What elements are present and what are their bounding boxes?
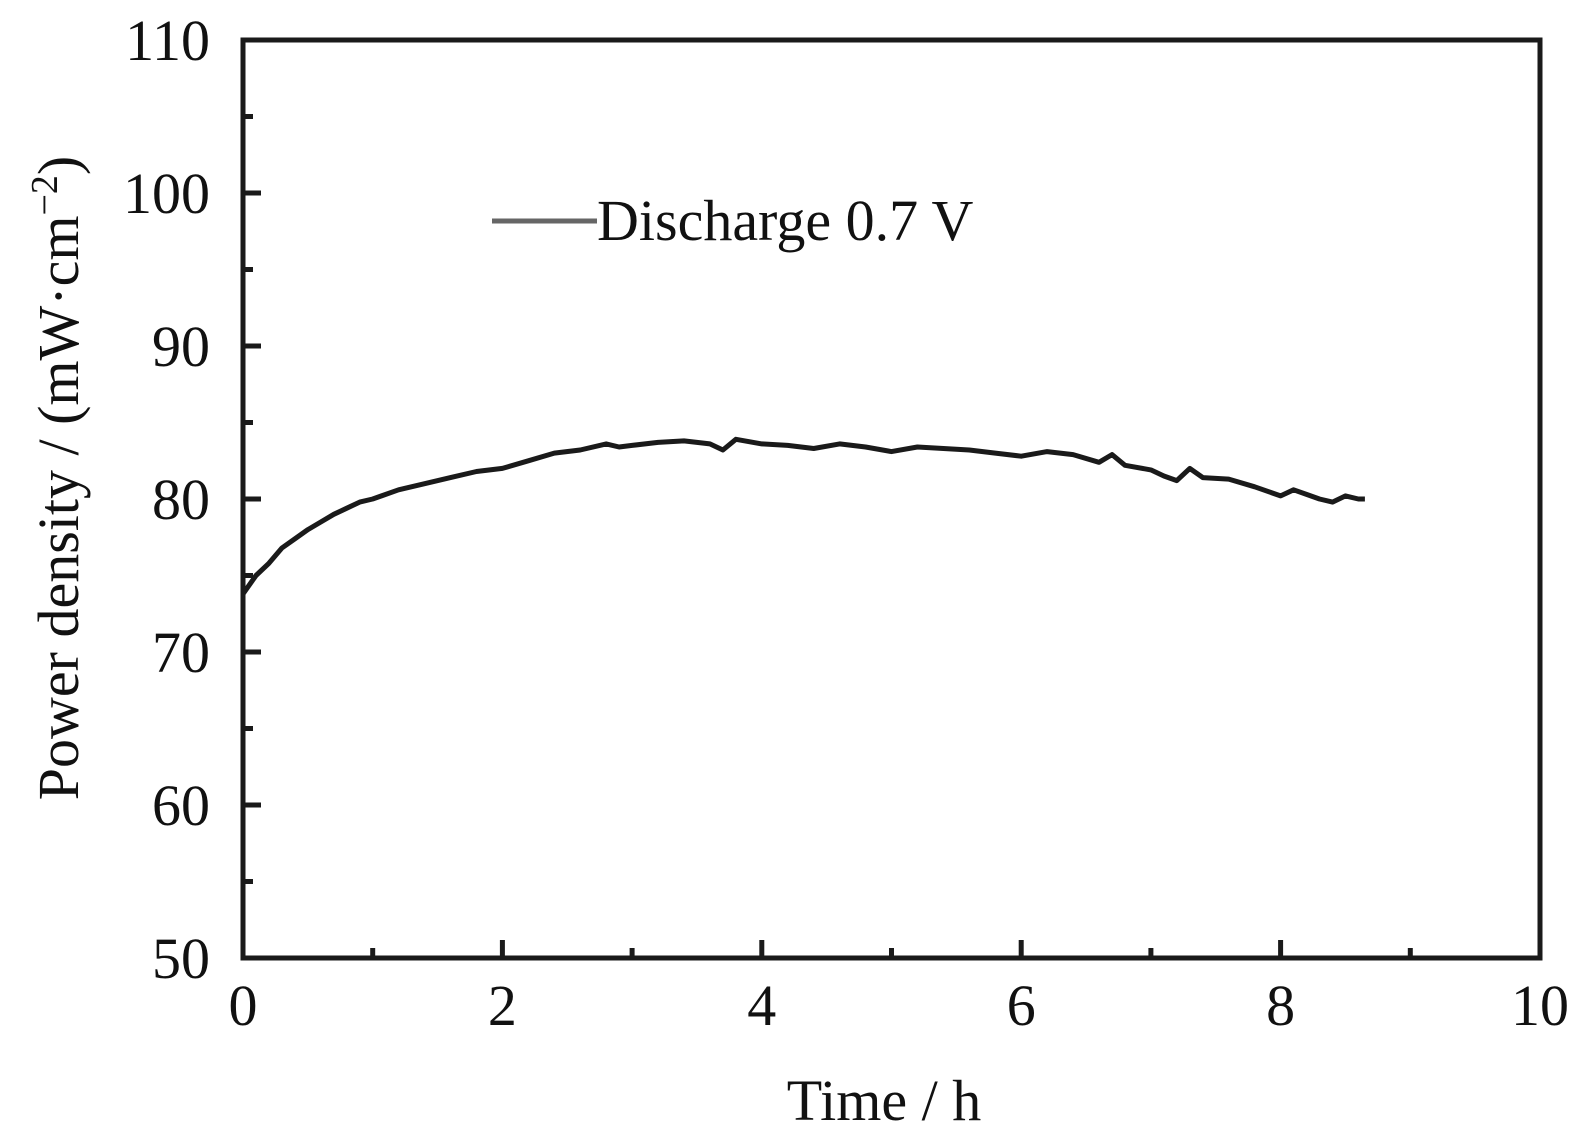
y-tick-label: 60 (152, 773, 210, 838)
y-axis-label: Power density / (mW·cm−2) (24, 156, 91, 800)
axis-tick-labels: 0 2 4 6 8 10 50 60 70 80 90 100 110 (123, 8, 1569, 1038)
axis-ticks (243, 114, 1413, 958)
plot-frame (240, 37, 1543, 961)
y-tick-label: 50 (152, 926, 210, 991)
y-tick-label: 100 (123, 161, 210, 226)
y-tick-label: 80 (152, 467, 210, 532)
x-tick-label: 2 (488, 973, 517, 1038)
x-axis-label: Time / h (787, 1068, 981, 1133)
series-line-discharge (240, 436, 1365, 596)
x-tick-label: 6 (1007, 973, 1036, 1038)
legend: Discharge 0.7 V (492, 188, 974, 253)
x-tick-label: 8 (1266, 973, 1295, 1038)
y-axis-label-superscript: −2 (24, 175, 66, 215)
y-tick-label: 110 (125, 8, 210, 73)
x-tick-label: 4 (747, 973, 776, 1038)
y-axis-label-main: Power density / (mW·cm (26, 216, 91, 801)
x-tick-label: 10 (1511, 973, 1569, 1038)
legend-label: Discharge 0.7 V (597, 188, 974, 253)
y-axis-label-close: ) (26, 156, 91, 175)
y-tick-label: 90 (152, 314, 210, 379)
y-tick-label: 70 (152, 620, 210, 685)
x-tick-label: 0 (229, 973, 258, 1038)
